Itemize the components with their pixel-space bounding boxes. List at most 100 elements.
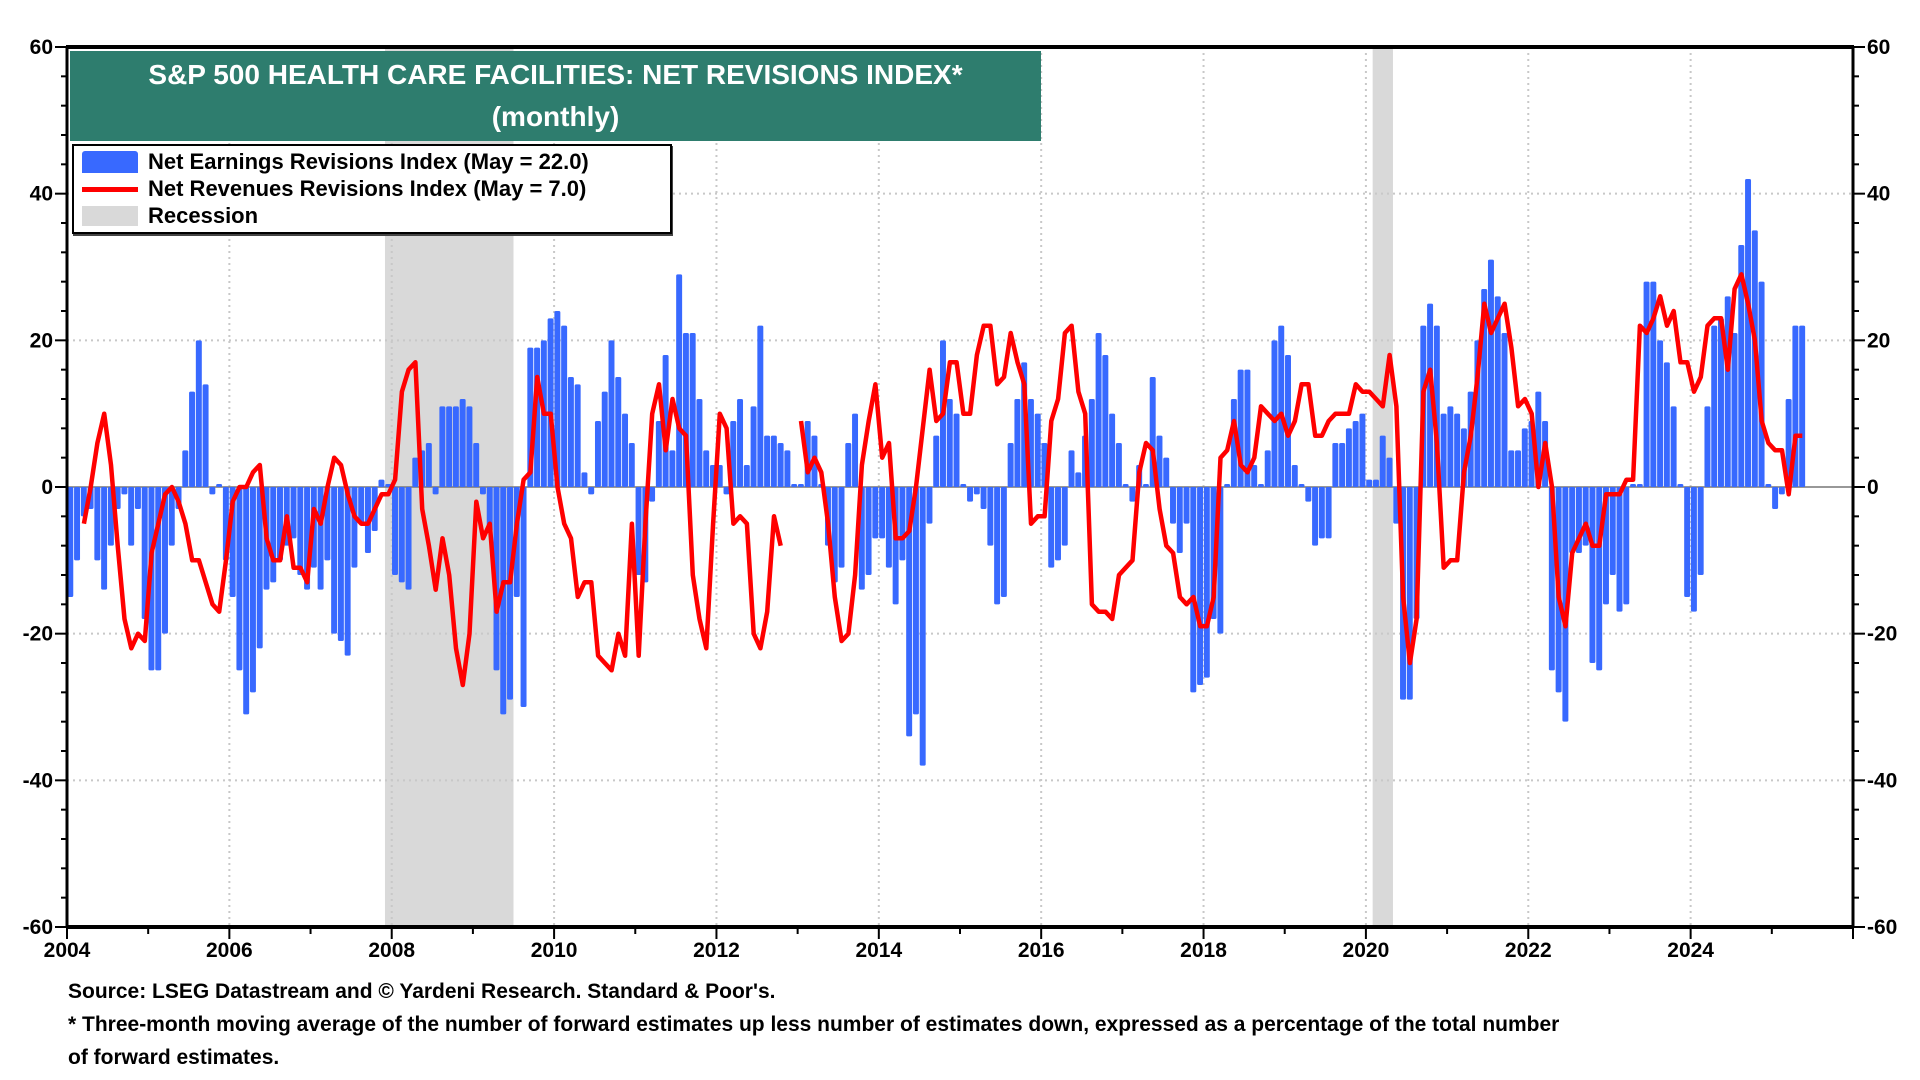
earnings-bar [1778, 487, 1785, 495]
earnings-bar [358, 487, 365, 524]
revenues-line [81, 272, 1803, 688]
earnings-bar [209, 487, 216, 495]
earnings-bar [1244, 369, 1251, 487]
earnings-bar [960, 484, 967, 487]
earnings-bar [1717, 318, 1724, 487]
earnings-bar [973, 487, 980, 495]
earnings-bar [1731, 333, 1738, 487]
earnings-bar [872, 487, 879, 539]
earnings-bar [777, 443, 784, 487]
earnings-bar [770, 435, 777, 487]
earnings-bar [1197, 487, 1204, 685]
earnings-bar [946, 399, 953, 487]
earnings-bar [1176, 487, 1183, 553]
y-tick-label-right: -40 [1867, 769, 1897, 792]
earnings-bar [1616, 487, 1623, 612]
legend-label-earnings: Net Earnings Revisions Index (May = 22.0… [148, 149, 589, 174]
earnings-bar [1291, 465, 1298, 487]
earnings-bar [128, 487, 135, 546]
earnings-bar [216, 484, 223, 487]
earnings-bar [1569, 487, 1576, 553]
legend-line-swatch [82, 186, 138, 192]
earnings-bar [1325, 487, 1332, 539]
earnings-bar [168, 487, 175, 546]
earnings-bar [256, 487, 263, 649]
earnings-bar [378, 479, 385, 487]
earnings-bar [581, 472, 588, 487]
earnings-bar [764, 435, 771, 487]
earnings-bar [1494, 296, 1501, 487]
earnings-bar [493, 487, 500, 671]
earnings-bar [1339, 443, 1346, 487]
earnings-bar [1636, 484, 1643, 487]
title-line-1: S&P 500 HEALTH CARE FACILITIES: NET REVI… [148, 59, 963, 90]
title-line-2: (monthly) [491, 101, 620, 132]
earnings-bar [162, 487, 168, 634]
earnings-bar [750, 406, 757, 487]
source-note: Source: LSEG Datastream and © Yardeni Re… [68, 980, 776, 1003]
earnings-bar [567, 377, 574, 487]
earnings-bar [1650, 281, 1657, 487]
earnings-bar [696, 399, 703, 487]
earnings-bar [622, 413, 629, 487]
earnings-bar [628, 443, 635, 487]
earnings-bar [1068, 450, 1075, 487]
earnings-bar [446, 406, 453, 487]
earnings-bar [1427, 303, 1434, 487]
earnings-bar [1007, 443, 1014, 487]
y-tick-label-left: -20 [23, 623, 53, 646]
earnings-bar [74, 487, 81, 561]
earnings-bar [1799, 325, 1806, 487]
earnings-bar [195, 340, 202, 487]
earnings-bar [452, 406, 459, 487]
earnings-bar [554, 311, 561, 487]
earnings-bars [67, 179, 1806, 766]
earnings-bar [134, 487, 141, 509]
earnings-bar [1345, 428, 1352, 487]
earnings-bar [1677, 484, 1684, 487]
earnings-bar [459, 399, 466, 487]
earnings-bar [1312, 487, 1319, 546]
y-tick-label-right: 40 [1867, 183, 1890, 206]
earnings-bar [425, 443, 432, 487]
earnings-bar [392, 487, 398, 575]
earnings-bar [1061, 487, 1068, 546]
earnings-bar [723, 487, 730, 495]
earnings-bar [473, 443, 480, 487]
y-tick-label-right: -60 [1867, 916, 1897, 939]
earnings-bar [784, 450, 791, 487]
earnings-bar [1264, 450, 1271, 487]
earnings-bar [182, 450, 189, 487]
earnings-bar [344, 487, 351, 656]
earnings-bar [101, 487, 108, 590]
x-tick-label: 2014 [855, 939, 902, 962]
earnings-bar [1000, 487, 1007, 597]
y-tick-label-right: 0 [1867, 476, 1879, 499]
earnings-bar [737, 399, 744, 487]
legend-item-earnings: Net Earnings Revisions Index (May = 22.0… [82, 149, 589, 175]
x-tick-label: 2024 [1667, 939, 1714, 962]
earnings-bar [919, 487, 926, 766]
earnings-bar [912, 487, 919, 715]
earnings-bar [791, 484, 798, 487]
earnings-bar [1643, 281, 1650, 487]
earnings-bar [337, 487, 344, 641]
earnings-bar [1684, 487, 1691, 597]
earnings-bar [994, 487, 1001, 605]
earnings-bar [1170, 487, 1176, 524]
y-tick-label-left: 40 [30, 183, 53, 206]
x-tick-label: 2012 [693, 939, 740, 962]
earnings-bar [1406, 487, 1413, 700]
earnings-bar [1663, 362, 1670, 487]
earnings-bar [1589, 487, 1596, 663]
earnings-bar [1332, 443, 1339, 487]
earnings-bar [1203, 487, 1210, 678]
chart-title: S&P 500 HEALTH CARE FACILITIES: NET REVI… [70, 51, 1041, 141]
earnings-bar [1014, 399, 1021, 487]
earnings-bar [1487, 259, 1494, 487]
earnings-bar [899, 487, 906, 561]
x-tick-label: 2010 [531, 939, 578, 962]
earnings-bar [1690, 487, 1697, 612]
earnings-bar [249, 487, 256, 693]
